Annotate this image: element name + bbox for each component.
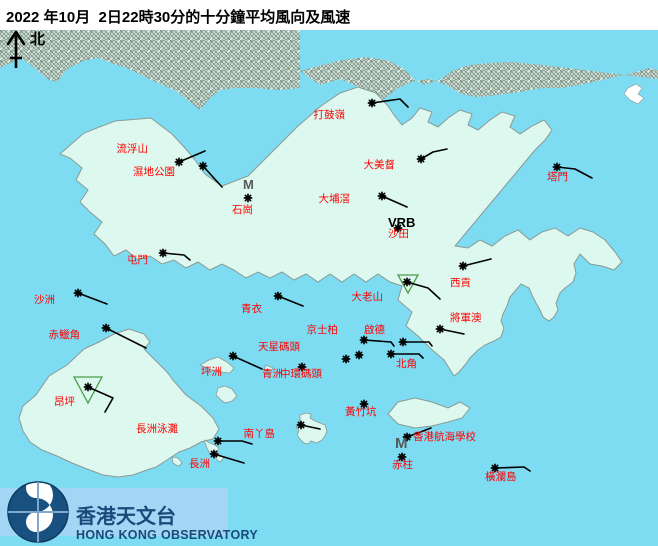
svg-text:赤柱: 赤柱 xyxy=(392,458,413,471)
svg-text:M: M xyxy=(395,435,408,452)
svg-text:坪洲: 坪洲 xyxy=(201,365,222,378)
svg-text:啟德: 啟德 xyxy=(364,323,385,336)
svg-text:石崗: 石崗 xyxy=(232,204,253,216)
svg-text:大美督: 大美督 xyxy=(364,158,396,171)
svg-text:打鼓嶺: 打鼓嶺 xyxy=(314,108,346,121)
svg-text:香港天文台: 香港天文台 xyxy=(76,504,176,528)
svg-text:流浮山: 流浮山 xyxy=(117,142,149,155)
svg-text:橫瀾島: 橫瀾島 xyxy=(485,470,517,483)
svg-text:昂坪: 昂坪 xyxy=(54,395,75,408)
svg-text:中環碼頭: 中環碼頭 xyxy=(280,367,322,380)
svg-text:西貢: 西貢 xyxy=(450,277,471,289)
svg-text:M: M xyxy=(243,177,254,192)
svg-text:將軍澳: 將軍澳 xyxy=(450,311,482,324)
svg-text:屯門: 屯門 xyxy=(127,253,148,266)
svg-text:赤鱲角: 赤鱲角 xyxy=(49,328,81,341)
svg-text:北角: 北角 xyxy=(396,358,417,370)
svg-text:大老山: 大老山 xyxy=(352,290,384,303)
svg-text:HONG KONG OBSERVATORY: HONG KONG OBSERVATORY xyxy=(76,528,258,542)
svg-text:塔門: 塔門 xyxy=(547,170,568,183)
svg-text:沙田: 沙田 xyxy=(388,228,409,240)
svg-text:黃竹坑: 黃竹坑 xyxy=(345,405,377,418)
svg-text:長洲: 長洲 xyxy=(189,458,210,470)
svg-text:香港航海學校: 香港航海學校 xyxy=(413,430,476,443)
svg-text:長洲泳灘: 長洲泳灘 xyxy=(136,422,178,435)
svg-text:大埔滘: 大埔滘 xyxy=(319,192,351,205)
svg-text:北: 北 xyxy=(30,31,45,48)
svg-text:南丫島: 南丫島 xyxy=(244,427,276,440)
svg-text:天星碼頭: 天星碼頭 xyxy=(258,341,300,353)
svg-text:青衣: 青衣 xyxy=(241,302,262,315)
svg-text:京士柏: 京士柏 xyxy=(307,323,339,336)
svg-text:沙洲: 沙洲 xyxy=(34,294,55,306)
svg-text:濕地公園: 濕地公園 xyxy=(133,165,175,178)
